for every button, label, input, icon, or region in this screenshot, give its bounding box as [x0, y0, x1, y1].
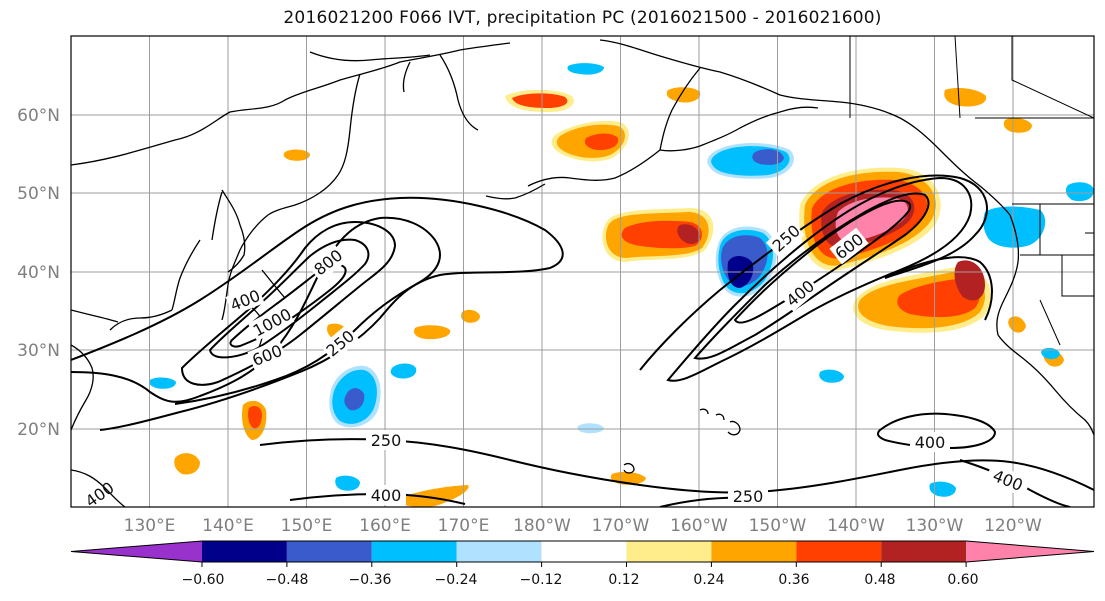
shade-small-negative-5 — [577, 423, 604, 434]
colorbar-ticks: −0.60 −0.48 −0.36 −0.24 −0.12 0.12 0.24 0.36 0.4… — [182, 562, 979, 588]
colorbar-tick-label: −0.36 — [349, 572, 392, 588]
contour-east-inner-coast — [884, 256, 993, 321]
contour-east-250 — [666, 176, 973, 382]
shade-small-negative-1 — [149, 377, 176, 389]
shade-small-negative-3 — [929, 481, 956, 497]
shade-small-negative-7 — [1041, 347, 1060, 360]
shade-small-positive-7 — [461, 309, 480, 323]
contour-west-250 — [71, 196, 564, 431]
shade-small-positive-1b — [248, 406, 262, 429]
shade-subtropic-negative-small — [390, 363, 417, 379]
shade-small-positive-3 — [174, 453, 200, 475]
latitude-label: 50°N — [17, 184, 60, 204]
contour-east-600 — [733, 199, 912, 324]
longitude-label: 150°W — [749, 516, 807, 536]
contour-south-400-b — [876, 412, 997, 450]
shade-small-negative-2 — [819, 369, 844, 383]
colorbar-tick-label: −0.24 — [435, 572, 478, 588]
colorbar-segment — [541, 541, 627, 562]
shade-bering2-positive-red — [584, 133, 619, 150]
shade-alaska-small — [666, 87, 701, 103]
contour-label-250-south: 250 — [371, 431, 402, 450]
colorbar-tick-label: 0.48 — [864, 572, 895, 588]
colorbar-segment — [711, 541, 797, 562]
colorbar-segment — [796, 541, 882, 562]
longitude-label: 140°W — [827, 516, 885, 536]
shade-central-positive-dark — [677, 224, 700, 244]
colorbar-tick-label: −0.48 — [266, 572, 309, 588]
colorbar-tick-label: 0.36 — [778, 572, 809, 588]
shade-bering-positive-red — [512, 93, 568, 108]
colorbar — [70, 540, 1095, 563]
latitude-label: 20°N — [17, 420, 60, 440]
shade-small-positive-5 — [283, 149, 310, 161]
longitude-label: 160°W — [670, 516, 728, 536]
longitude-label: 120°W — [984, 516, 1042, 536]
longitude-label: 150°E — [281, 516, 333, 536]
contour-label-400-south: 400 — [371, 486, 402, 505]
latitude-labels: 60°N 50°N 40°N 30°N 20°N — [17, 106, 60, 440]
longitude-labels: 130°E 140°E 150°E 160°E 170°E 180°W 170°W 160°W… — [124, 516, 1042, 536]
contour-west-1000 — [229, 263, 347, 348]
colorbar-tick-label: −0.60 — [182, 572, 225, 588]
colorbar-extend-low — [71, 541, 202, 562]
latitude-label: 60°N — [17, 106, 60, 126]
colorbar-extend-high — [966, 541, 1094, 562]
shade-idaho-negative — [1065, 182, 1094, 202]
shade-gulf-negative-blue — [752, 149, 784, 165]
contour-label-400-southeast: 400 — [915, 433, 946, 452]
shade-small-positive-9 — [1003, 117, 1032, 133]
latitude-label: 40°N — [17, 263, 60, 283]
shade-coast-positive-dark — [954, 260, 985, 301]
colorbar-segment — [456, 541, 542, 562]
contour-west-400 — [71, 216, 441, 405]
colorbar-tick-label: 0.60 — [947, 572, 978, 588]
shade-small-negative-6 — [567, 63, 604, 75]
colorbar-segment — [202, 541, 287, 562]
shade-small-negative-4 — [335, 475, 360, 491]
shade-subtropic-negative-blue — [344, 388, 365, 411]
latitude-label: 30°N — [17, 341, 60, 361]
contour-east-outer — [639, 174, 988, 371]
longitude-label: 160°E — [359, 516, 411, 536]
shade-small-positive-8 — [944, 88, 987, 107]
colorbar-segment — [626, 541, 712, 562]
longitude-label: 180°W — [513, 516, 571, 536]
map-frame — [70, 35, 1095, 508]
coastlines — [71, 36, 1094, 507]
colorbar-tick-label: −0.12 — [520, 572, 563, 588]
shade-small-positive-4 — [398, 485, 469, 507]
colorbar-segment — [881, 541, 967, 562]
contour-south-400-c — [959, 459, 1071, 507]
colorbar-segment — [371, 541, 457, 562]
colorbar-segment — [286, 541, 372, 562]
map-title: 2016021200 F066 IVT, precipitation PC (2… — [283, 8, 882, 28]
longitude-label: 140°E — [202, 516, 254, 536]
contour-label-250-southeast: 250 — [733, 487, 764, 506]
colorbar-tick-label: 0.24 — [693, 572, 724, 588]
longitude-label: 170°E — [438, 516, 490, 536]
longitude-label: 130°W — [906, 516, 964, 536]
contour-east-400 — [693, 192, 930, 360]
shade-small-positive-2 — [414, 325, 451, 340]
longitude-label: 130°E — [124, 516, 176, 536]
colorbar-tick-label: 0.12 — [608, 572, 639, 588]
longitude-label: 170°W — [592, 516, 650, 536]
